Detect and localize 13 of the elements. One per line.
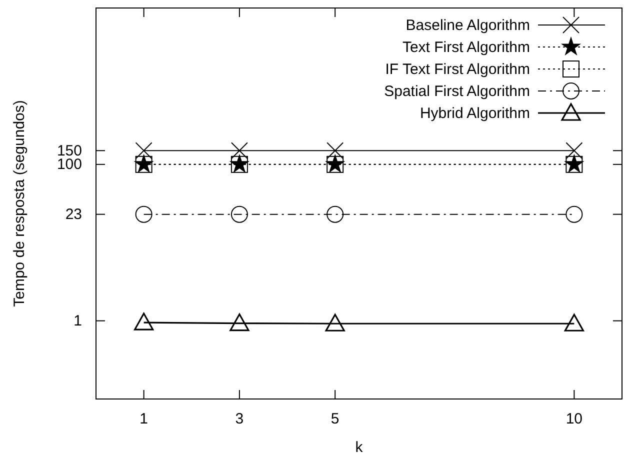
y-tick-label: 1 [74,312,82,330]
x-axis-title: k [355,439,364,456]
legend-label: Text First Algorithm [402,39,530,56]
legend-label: Spatial First Algorithm [384,83,530,100]
legend-label: IF Text First Algorithm [385,61,530,78]
legend-label: Baseline Algorithm [406,17,530,34]
y-axis-title: Tempo de resposta (segundos) [11,100,28,307]
x-tick-label: 1 [140,410,148,428]
x-tick-label: 5 [330,410,340,428]
legend-label: Hybrid Algorithm [420,105,530,122]
x-tick-label: 3 [235,410,244,428]
y-tick-label: 23 [65,206,82,224]
x-tick-label: 10 [566,410,583,428]
